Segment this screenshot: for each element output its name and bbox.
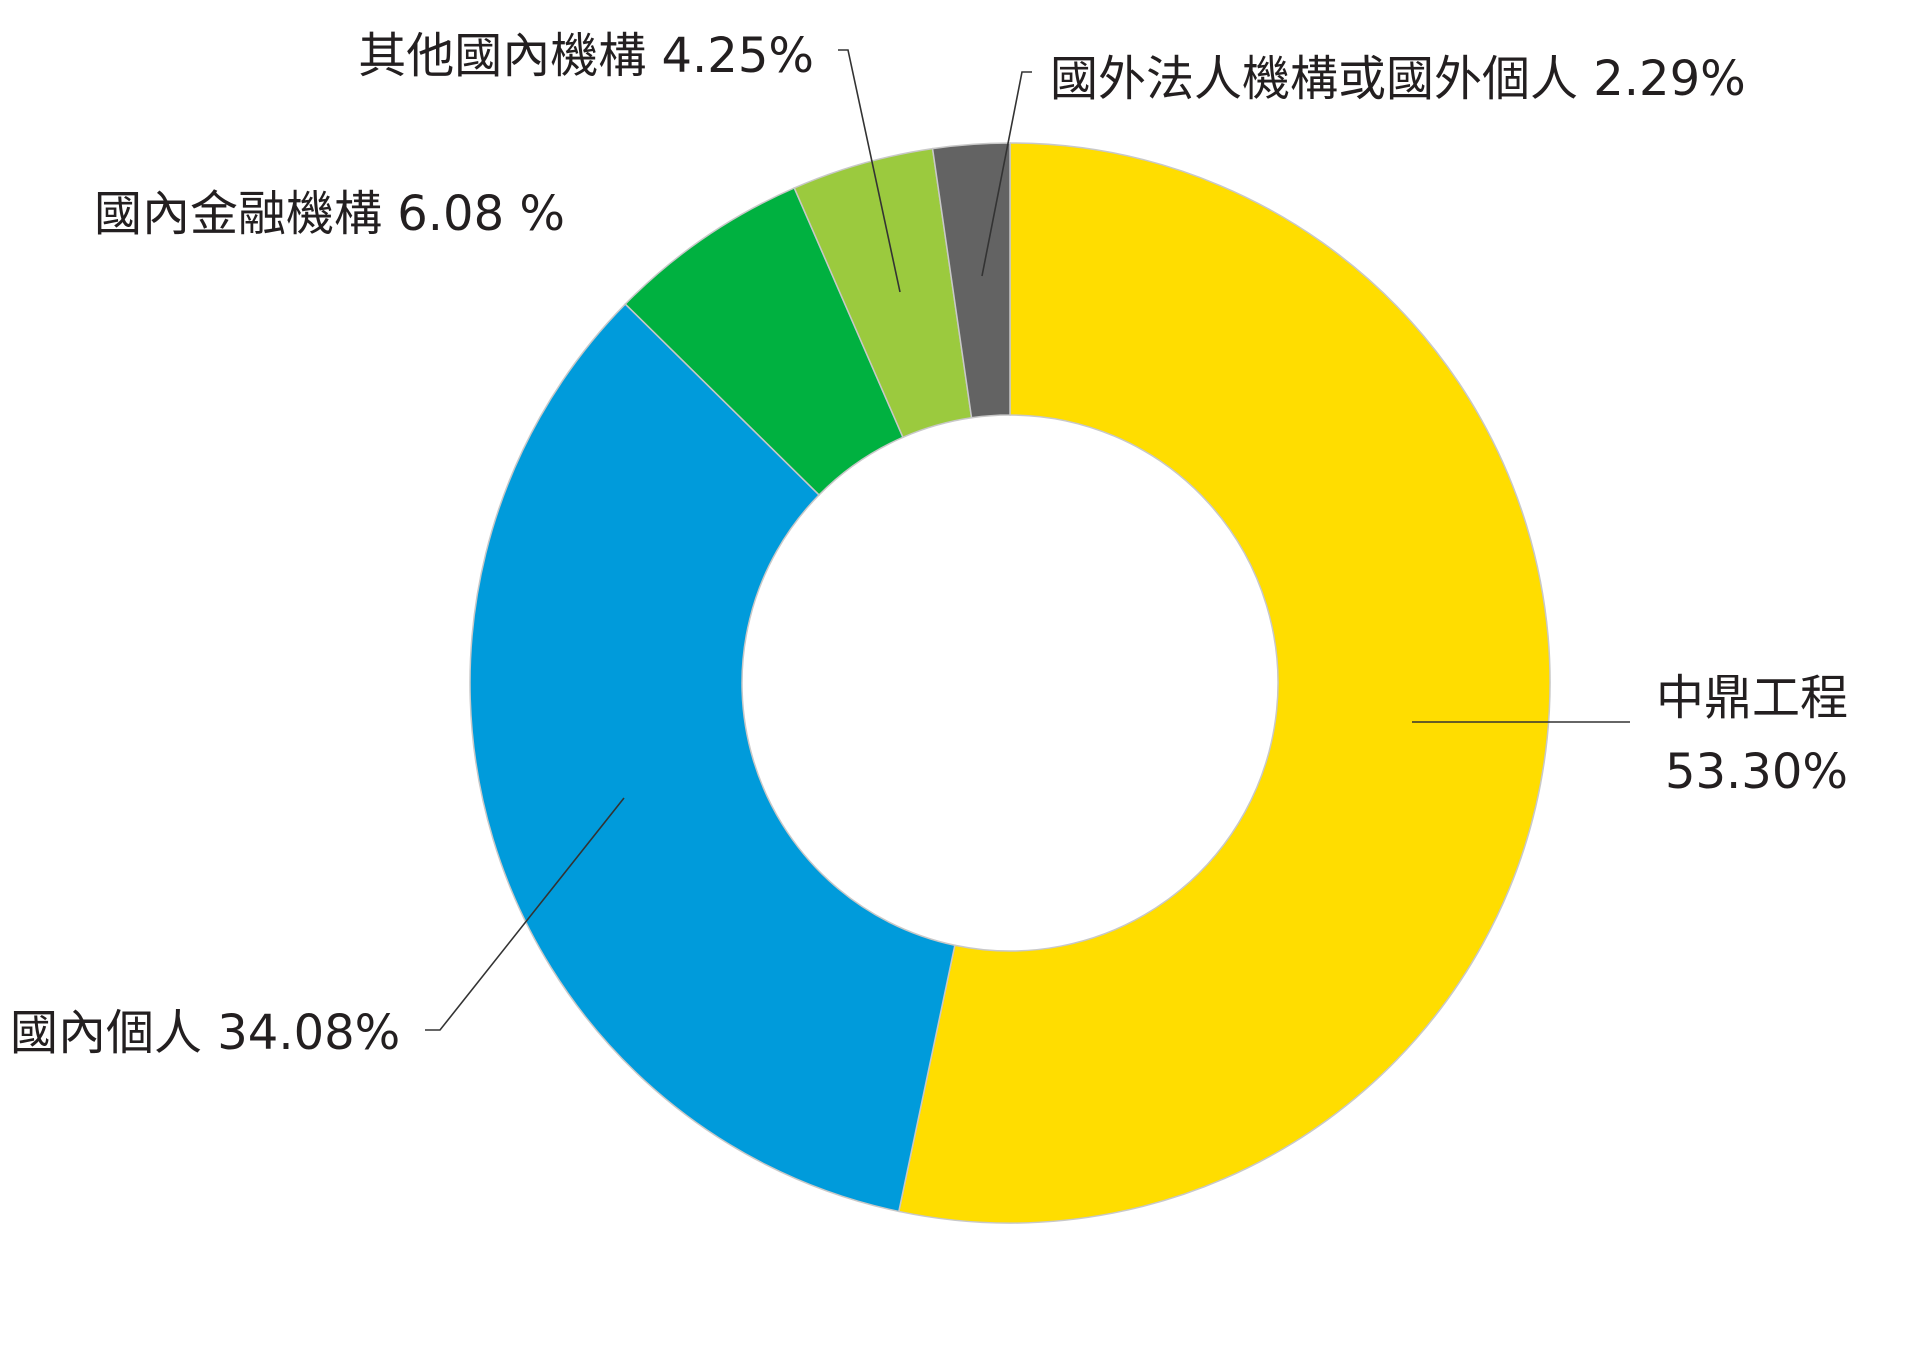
label-foreign: 國外法人機構或國外個人 2.29%	[1050, 51, 1746, 107]
leader-line-domestic-individual	[425, 797, 625, 1031]
donut-slice-1	[897, 142, 1551, 1224]
donut-slice-2	[469, 302, 956, 1213]
donut-slice-5	[931, 142, 1011, 419]
leader-line-foreign	[981, 71, 1032, 277]
label-other-domestic: 其他國內機構 4.25%	[358, 28, 814, 84]
leader-line-other-domestic	[838, 49, 901, 293]
label-domestic-financial: 國內金融機構 6.08 %	[94, 186, 565, 242]
label-zhongding-value: 53.30%	[1665, 744, 1848, 800]
label-zhongding-name: 中鼎工程	[1656, 670, 1848, 726]
label-domestic-individual: 國內個人 34.08%	[10, 1005, 400, 1061]
donut-slices	[469, 142, 1551, 1224]
